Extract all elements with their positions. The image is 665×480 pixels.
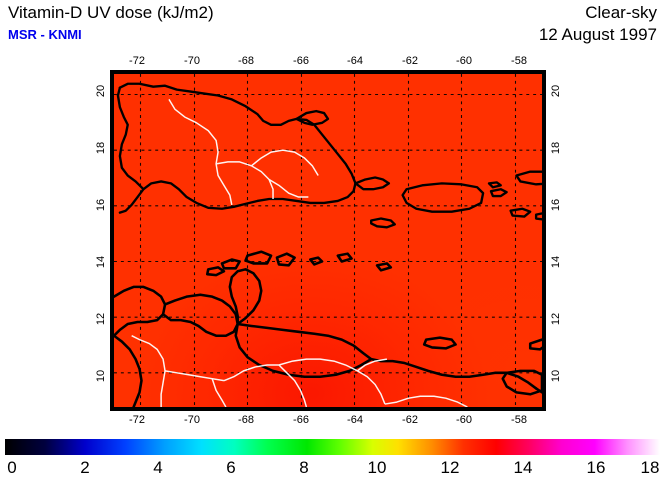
tick-right-5: 10	[550, 369, 562, 383]
colorbar-tick-2: 4	[153, 458, 163, 477]
tick-bottom-5: -62	[402, 414, 418, 426]
colorbar-tick-5: 10	[367, 458, 387, 477]
dose-field	[114, 74, 542, 407]
colorbar-tick-1: 2	[80, 458, 90, 477]
colorbar-tick-6: 12	[440, 458, 460, 477]
tick-left-1: 18	[95, 141, 107, 155]
date-label: 12 August 1997	[538, 25, 657, 44]
colorbar-gradient	[4, 438, 661, 456]
colorbar-tick-7: 14	[513, 458, 533, 477]
tick-left-2: 16	[95, 198, 107, 212]
tick-left-0: 20	[95, 84, 107, 98]
tick-top-5: -62	[402, 55, 418, 67]
chart-header: Vitamin-D UV dose (kJ/m2) MSR - KNMI Cle…	[0, 0, 665, 52]
tick-bottom-7: -58	[511, 414, 527, 426]
tick-bottom-6: -60	[456, 414, 472, 426]
tick-top-2: -68	[238, 55, 254, 67]
colorbar-tick-labels: 0 2 4 6 8 10 12 14 16 18	[0, 458, 665, 480]
tick-right-1: 18	[550, 141, 562, 155]
tick-bottom-2: -68	[238, 414, 254, 426]
sky-condition-label: Clear-sky	[585, 3, 657, 22]
tick-bottom-4: -64	[347, 414, 363, 426]
graticule-grid	[114, 74, 542, 407]
colorbar-tick-3: 6	[226, 458, 236, 477]
map-plot-area	[110, 70, 546, 411]
tick-right-4: 12	[550, 312, 562, 326]
tick-top-6: -60	[456, 55, 472, 67]
tick-left-5: 10	[95, 369, 107, 383]
colorbar-tick-0: 0	[7, 458, 17, 477]
colorbar-tick-9: 18	[640, 458, 660, 477]
map-heatmap-canvas	[114, 74, 542, 407]
page-title: Vitamin-D UV dose (kJ/m2)	[8, 3, 214, 22]
tick-bottom-1: -70	[184, 414, 200, 426]
colorbar-tick-8: 16	[586, 458, 606, 477]
tick-right-3: 14	[550, 255, 562, 269]
tick-right-0: 20	[550, 84, 562, 98]
tick-top-7: -58	[511, 55, 527, 67]
tick-bottom-0: -72	[129, 414, 145, 426]
tick-top-1: -70	[184, 55, 200, 67]
tick-bottom-3: -66	[293, 414, 309, 426]
tick-top-0: -72	[129, 55, 145, 67]
tick-left-4: 12	[95, 312, 107, 326]
tick-top-3: -66	[293, 55, 309, 67]
data-source-label: MSR - KNMI	[8, 27, 82, 42]
political-borders	[131, 99, 468, 407]
coastlines	[116, 82, 542, 229]
tick-top-4: -64	[347, 55, 363, 67]
colorbar-legend: 0 2 4 6 8 10 12 14 16 18	[0, 436, 665, 480]
tick-right-2: 16	[550, 198, 562, 212]
tick-left-3: 14	[95, 255, 107, 269]
colorbar-tick-4: 8	[299, 458, 309, 477]
map-frame	[110, 70, 546, 411]
